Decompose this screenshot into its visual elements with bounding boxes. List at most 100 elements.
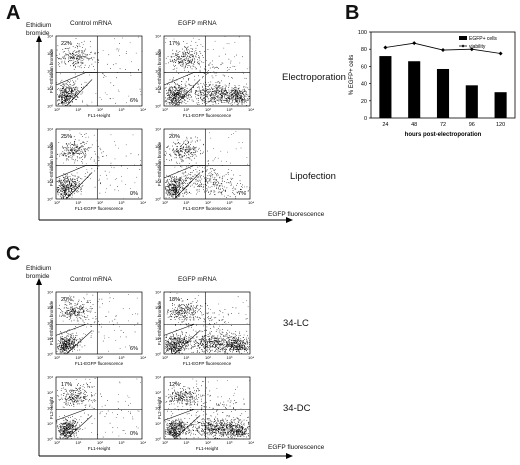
panel-a-y-axis-label-line2: bromide [26,30,50,37]
x-tick-label: 10⁰ [162,107,168,112]
legend-marker-viability [461,44,465,48]
panel-a-row-label-electroporation: Electroporation [282,72,346,83]
panel-a-column-header-egfp: EGFP mRNA [178,20,217,27]
y-axis-title: % EGFP+ cells [349,55,355,96]
panel-a-row-label-lipofection: Lipofection [290,171,336,182]
y-tick-label: 10² [155,69,161,74]
y-tick-label: 60 [361,64,367,70]
panel-a-x-axis-arrowhead [286,217,293,223]
gate-diagonal-upper [55,72,98,86]
gate-diagonal-lower [174,172,201,200]
x-tick-label: 10³ [119,107,125,112]
viability-point [412,41,417,46]
gate-diagonal-upper [55,323,98,336]
x-tick-label: 10¹ [76,200,82,205]
y-tick-label: 10³ [47,51,53,56]
legend-label-egfp: EGFP+ cells [469,36,497,42]
panel-c-y-axis-label-line1: Ethidium [26,265,52,272]
x-tick-label: 10⁰ [54,440,60,445]
x-tick-label: 10² [205,107,211,112]
y-tick-label: 10⁰ [47,197,53,202]
y-tick-label: 10² [155,162,161,167]
x-tick-label: 10² [97,355,103,360]
x-tick-label: 10³ [119,355,125,360]
lower-right-percentage: 6% [130,98,138,104]
x-tick-label: 10¹ [184,200,190,205]
y-tick-label: 10³ [155,390,161,395]
panel-letter-b: B [345,2,360,24]
y-tick-label: 10¹ [47,421,53,426]
plot-frame [55,128,143,200]
x-tick-label: 10⁰ [162,355,168,360]
x-axis-title: FL1-EGFP fluorescence [183,206,232,211]
x-tick-label: 10⁰ [54,355,60,360]
x-tick-label: 10⁰ [54,107,60,112]
y-tick-label: 10³ [155,144,161,149]
scatter-events [56,378,141,440]
y-tick-label: 10⁰ [155,437,161,442]
x-tick-label: 96 [469,122,475,128]
y-tick-label: 10³ [155,51,161,56]
x-tick-label: 10¹ [76,440,82,445]
y-axis-title: FL2-Ethidium bromide [49,141,54,186]
y-tick-label: 10² [47,321,53,326]
x-tick-label: 48 [411,122,417,128]
y-tick-label: 0 [364,116,367,122]
x-tick-label: 10¹ [184,355,190,360]
panel-c-y-axis-label: Ethidium bromide [26,265,51,281]
panel-a-y-axis-label-line1: Ethidium [26,22,52,29]
bar-egfp-cells [465,85,478,118]
x-tick-label: 120 [496,122,505,128]
panel-c-x-axis-arrowhead [286,453,293,459]
y-axis-title: FL2-Ethidium bromide [49,300,54,345]
panel-c-y-axis-arrowhead [36,278,42,285]
x-tick-label: 10¹ [76,355,82,360]
y-tick-label: 10³ [47,305,53,310]
x-tick-label: 10² [97,107,103,112]
x-tick-label: 10² [205,355,211,360]
y-tick-label: 40 [361,82,367,88]
y-tick-label: 10⁴ [47,34,53,39]
x-axis-title: FL1-EGFP fluorescence [183,113,232,118]
plot-frame [55,35,143,107]
x-tick-label: 10⁴ [248,200,254,205]
x-tick-label: 10¹ [184,440,190,445]
bar-egfp-cells [494,92,507,118]
scatter-events [164,131,250,199]
x-tick-label: 10² [97,440,103,445]
upper-left-percentage: 12% [169,382,180,388]
gate-diagonal-lower [174,415,201,440]
lower-right-percentage: 0% [130,191,138,197]
legend-swatch-egfp [459,36,467,40]
panel-c-row-label-34-dc: 34-DC [283,403,311,414]
lower-right-percentage: 6% [130,346,138,352]
gate-diagonal-lower [66,330,93,355]
gate-diagonal-lower [66,172,93,200]
lower-right-percentage: 7% [238,191,246,197]
y-tick-label: 10¹ [155,86,161,91]
y-tick-label: 10¹ [155,336,161,341]
panel-b-bar-chart: 0 20 40 60 80 100 24 48 72 96 120 EGFP+ cells viabil… [349,30,516,138]
panel-a-column-header-control: Control mRNA [70,20,112,27]
gate-diagonal-upper [163,72,206,86]
y-tick-label: 10¹ [155,421,161,426]
upper-left-percentage: 20% [61,297,72,303]
scatter-events [56,130,141,200]
panel-c-column-header-egfp: EGFP mRNA [178,276,217,283]
x-tick-label: 10⁰ [54,200,60,205]
upper-left-percentage: 22% [61,41,72,47]
y-tick-label: 10⁰ [47,104,53,109]
upper-left-percentage: 20% [169,134,180,140]
x-axis-title: FL1-EGFP fluorescence [183,361,232,366]
viability-point [498,51,503,56]
gate-diagonal-lower [66,415,93,440]
y-axis-title: FL2-Ethidium bromide [157,300,162,345]
x-tick-label: 10⁰ [162,440,168,445]
x-tick-label: 10² [97,200,103,205]
